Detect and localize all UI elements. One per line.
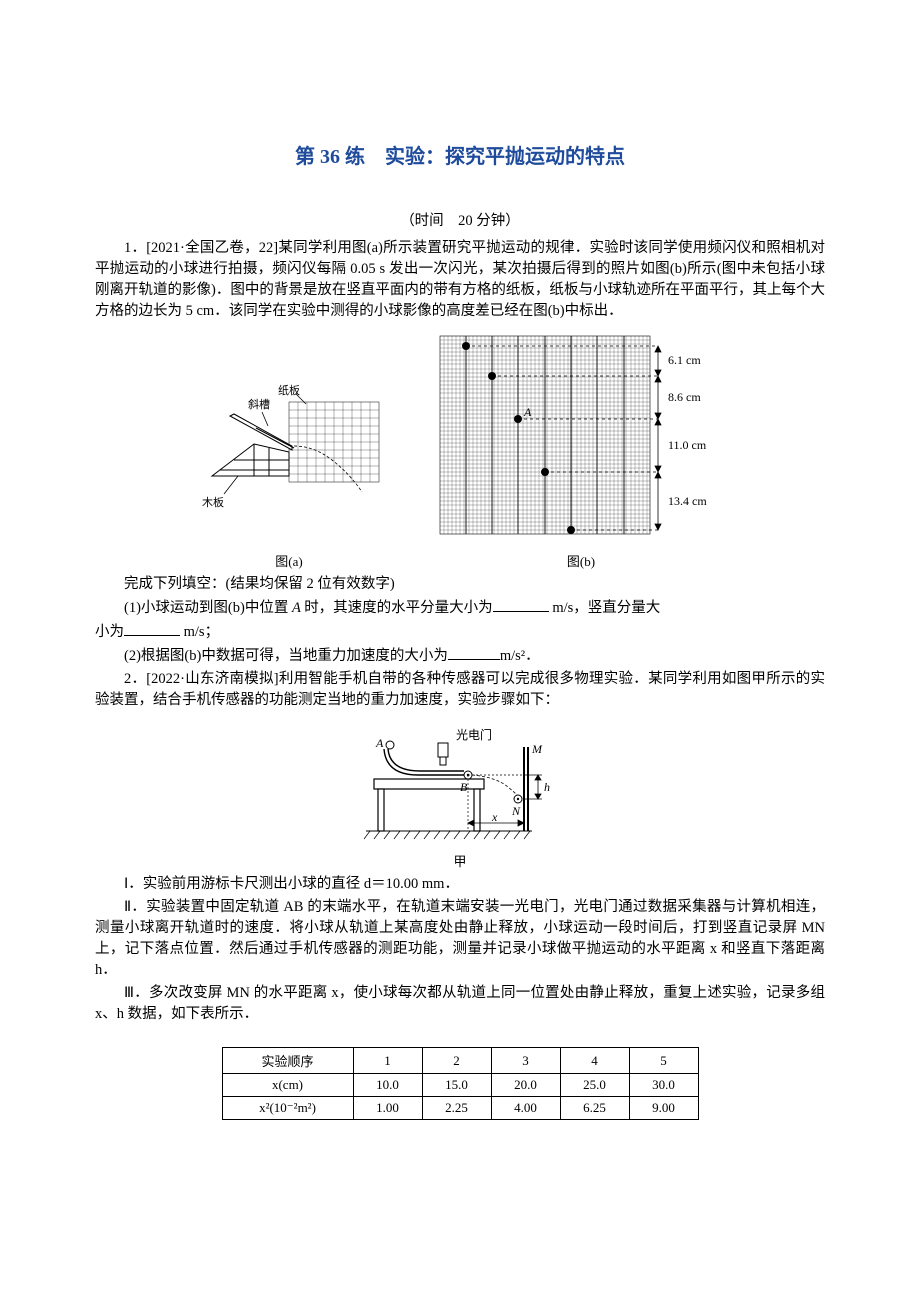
page-title: 第 36 练 实验：探究平抛运动的特点	[95, 140, 825, 169]
fig-a-caption: 图(a)	[194, 549, 384, 570]
figure-b-svg: A	[436, 332, 726, 544]
x-5: 30.0	[629, 1074, 698, 1097]
x-2: 15.0	[422, 1074, 491, 1097]
q1-sub1-line2-pre: 小为	[95, 624, 124, 640]
q1-sub1-pre: (1)小球运动到图(b)中位置	[124, 600, 288, 616]
row-label-x: x(cm)	[222, 1074, 353, 1097]
x2-2: 2.25	[422, 1097, 491, 1120]
figure-a: 斜槽 纸板 木板 图(a)	[194, 384, 384, 570]
time-note: （时间 20 分钟）	[95, 209, 825, 230]
x-1: 10.0	[353, 1074, 422, 1097]
svg-text:A: A	[523, 405, 532, 419]
q1-sub2: (2)根据图(b)中数据可得，当地重力加速度的大小为 m/s²．	[95, 645, 825, 667]
page: 第 36 练 实验：探究平抛运动的特点 （时间 20 分钟） 1．[2021·全…	[0, 0, 920, 1200]
x2-3: 4.00	[491, 1097, 560, 1120]
q1-sub1-line2: 小为 m/s；	[95, 621, 825, 643]
col-label-order: 实验顺序	[222, 1048, 353, 1074]
table-row-x2: x²(10⁻²m²) 1.00 2.25 4.00 6.25 9.00	[222, 1097, 698, 1120]
svg-text:h: h	[544, 780, 550, 794]
figure-a-svg: 斜槽 纸板 木板	[194, 384, 384, 544]
blank-3[interactable]	[448, 645, 500, 660]
q1-intro: 1．[2021·全国乙卷，22]某同学利用图(a)所示装置研究平抛运动的规律．实…	[95, 238, 825, 322]
x-4: 25.0	[560, 1074, 629, 1097]
figure-2-caption: 甲	[95, 849, 825, 870]
height-label-4: 13.4 cm	[668, 494, 707, 508]
x-3: 20.0	[491, 1074, 560, 1097]
x2-5: 9.00	[629, 1097, 698, 1120]
figure-2-svg: A B 光电门 M N h	[356, 719, 564, 849]
svg-text:B: B	[460, 780, 468, 794]
table-row-header: 实验顺序 1 2 3 4 5	[222, 1048, 698, 1074]
q2-step1: Ⅰ．实验前用游标卡尺测出小球的直径 d＝10.00 mm．	[95, 874, 825, 895]
x2-4: 6.25	[560, 1097, 629, 1120]
q1-sub1-unit2: m/s；	[180, 624, 219, 640]
q1-fill-prompt: 完成下列填空：(结果均保留 2 位有效数字)	[95, 574, 825, 595]
q2-intro: 2．[2022·山东济南模拟]利用智能手机自带的各种传感器可以完成很多物理实验．…	[95, 669, 825, 711]
q1-sub1-unit1: m/s，竖直分量大	[549, 600, 661, 616]
q1-sub2-unit: m/s²．	[500, 648, 540, 664]
table-row-x: x(cm) 10.0 15.0 20.0 25.0 30.0	[222, 1074, 698, 1097]
svg-text:木板: 木板	[202, 495, 224, 509]
height-label-3: 11.0 cm	[668, 438, 707, 452]
blank-1[interactable]	[493, 597, 549, 612]
data-table: 实验顺序 1 2 3 4 5 x(cm) 10.0 15.0 20.0 25.0…	[222, 1047, 699, 1120]
blank-2[interactable]	[124, 621, 180, 636]
row-label-x2: x²(10⁻²m²)	[222, 1097, 353, 1120]
svg-text:光电门: 光电门	[456, 727, 492, 742]
q1-sub1: (1)小球运动到图(b)中位置 A 时，其速度的水平分量大小为 m/s，竖直分量…	[95, 597, 825, 619]
q2-step2: Ⅱ．实验装置中固定轨道 AB 的末端水平，在轨道末端安装一光电门，光电门通过数据…	[95, 897, 825, 981]
svg-text:A: A	[375, 736, 384, 750]
figure-b: A	[436, 332, 726, 570]
fig-b-caption: 图(b)	[436, 549, 726, 570]
col-4: 4	[560, 1048, 629, 1074]
svg-text:斜槽: 斜槽	[248, 398, 270, 411]
height-label-2: 8.6 cm	[668, 390, 701, 404]
height-label-1: 6.1 cm	[668, 353, 701, 367]
svg-text:x: x	[491, 810, 498, 824]
col-3: 3	[491, 1048, 560, 1074]
q1-sub1-mid1: 时，其速度的水平分量大小为	[304, 600, 493, 616]
svg-text:纸板: 纸板	[278, 384, 300, 397]
svg-text:N: N	[511, 804, 521, 818]
q2-step3: Ⅲ．多次改变屏 MN 的水平距离 x，使小球每次都从轨道上同一位置处由静止释放，…	[95, 983, 825, 1025]
figure-row-1: 斜槽 纸板 木板 图(a)	[95, 332, 825, 570]
col-5: 5	[629, 1048, 698, 1074]
q1-sub2-pre: (2)根据图(b)中数据可得，当地重力加速度的大小为	[124, 648, 448, 664]
x2-1: 1.00	[353, 1097, 422, 1120]
q1-sub1-A: A	[288, 600, 304, 616]
col-1: 1	[353, 1048, 422, 1074]
col-2: 2	[422, 1048, 491, 1074]
svg-text:M: M	[531, 742, 543, 756]
data-table-wrap: 实验顺序 1 2 3 4 5 x(cm) 10.0 15.0 20.0 25.0…	[95, 1047, 825, 1120]
